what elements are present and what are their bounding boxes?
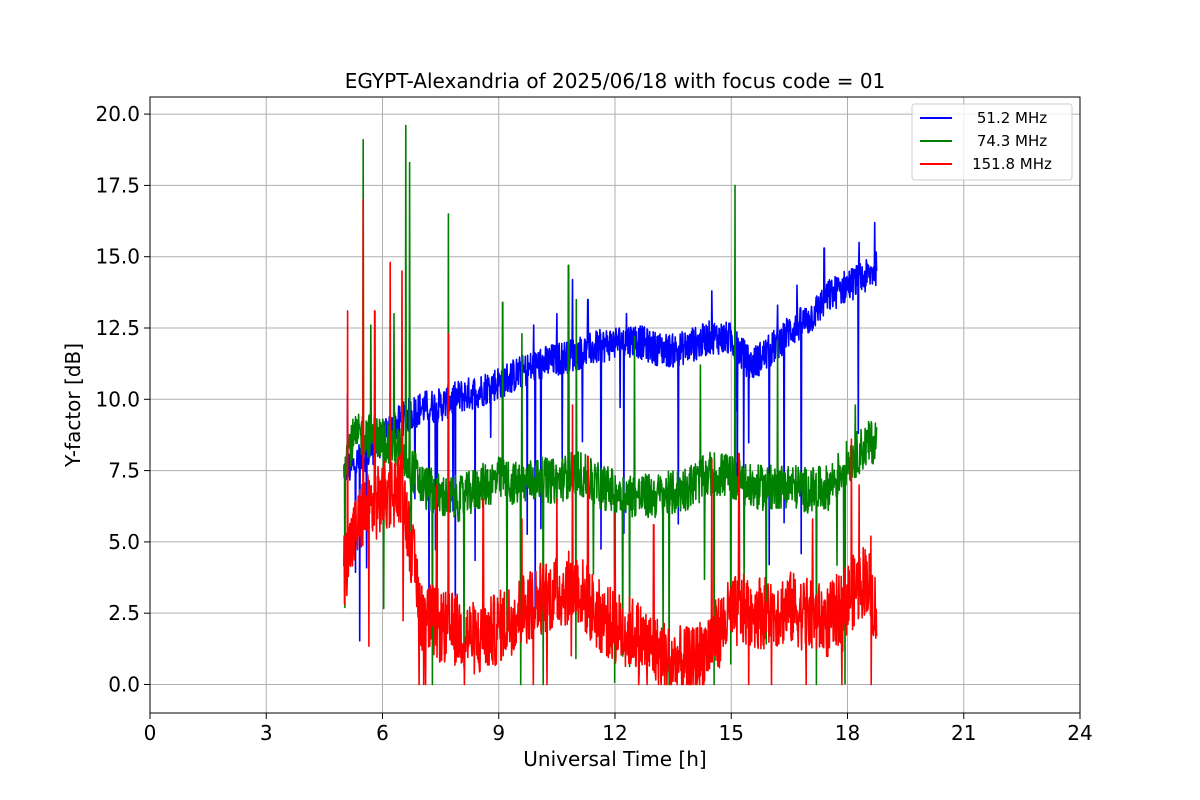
x-tick-label: 6 bbox=[376, 721, 389, 745]
x-tick-label: 24 bbox=[1067, 721, 1092, 745]
legend-label: 74.3 MHz bbox=[977, 132, 1047, 150]
x-tick-label: 3 bbox=[260, 721, 273, 745]
y-tick-label: 2.5 bbox=[108, 601, 140, 625]
x-tick-label: 9 bbox=[492, 721, 505, 745]
y-tick-label: 10.0 bbox=[95, 387, 140, 411]
x-tick-label: 18 bbox=[835, 721, 860, 745]
x-axis-label: Universal Time [h] bbox=[523, 747, 706, 771]
y-tick-label: 5.0 bbox=[108, 530, 140, 554]
chart-title: EGYPT-Alexandria of 2025/06/18 with focu… bbox=[345, 69, 886, 93]
y-tick-label: 17.5 bbox=[95, 173, 140, 197]
x-tick-label: 0 bbox=[144, 721, 157, 745]
series-layer bbox=[343, 124, 878, 686]
legend-label: 151.8 MHz bbox=[972, 155, 1052, 173]
legend-box bbox=[911, 103, 1073, 181]
x-tick-label: 15 bbox=[719, 721, 744, 745]
legend: 51.2 MHz 74.3 MHz 151.8 MHz bbox=[911, 103, 1073, 181]
series-line bbox=[343, 221, 878, 642]
y-tick-label: 20.0 bbox=[95, 102, 140, 126]
x-tick-label: 21 bbox=[951, 721, 976, 745]
x-axis-ticks: 0 3 6 9 12 15 18 21 24 bbox=[144, 713, 1093, 745]
y-tick-label: 15.0 bbox=[95, 245, 140, 269]
y-axis-ticks: 0.0 2.5 5.0 7.5 10.0 12.5 15.0 17.5 20.0 bbox=[95, 102, 150, 696]
y-tick-label: 0.0 bbox=[108, 672, 140, 696]
series-line bbox=[343, 198, 878, 686]
x-tick-label: 12 bbox=[602, 721, 627, 745]
y-tick-label: 7.5 bbox=[108, 459, 140, 483]
y-axis-label: Y-factor [dB] bbox=[61, 343, 85, 468]
y-tick-label: 12.5 bbox=[95, 316, 140, 340]
legend-label: 51.2 MHz bbox=[977, 109, 1047, 127]
